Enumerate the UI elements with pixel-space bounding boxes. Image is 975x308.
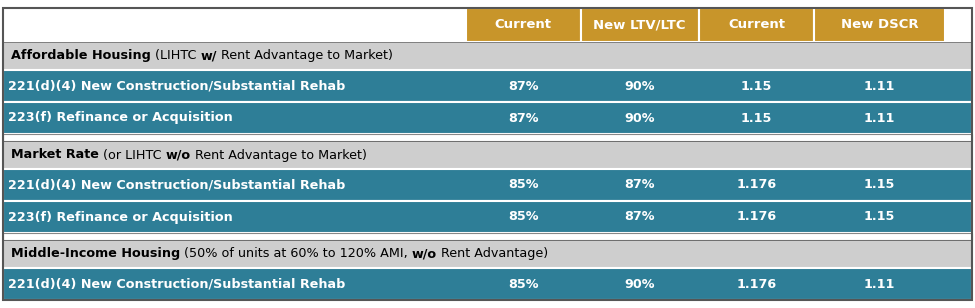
Text: Current: Current (728, 18, 785, 31)
Text: 90%: 90% (624, 79, 655, 92)
Text: 1.15: 1.15 (864, 179, 895, 192)
Bar (3, 141, 972, 169)
Text: 1.11: 1.11 (864, 79, 895, 92)
Bar (3, 70, 972, 102)
Text: 85%: 85% (508, 278, 538, 290)
Text: 1.176: 1.176 (736, 210, 776, 224)
Bar (3, 134, 972, 141)
Text: Market Rate: Market Rate (11, 148, 98, 161)
Text: w/o: w/o (166, 148, 190, 161)
Text: Affordable Housing: Affordable Housing (11, 50, 151, 63)
Text: 85%: 85% (508, 210, 538, 224)
Text: New DSCR: New DSCR (840, 18, 918, 31)
Text: 1.176: 1.176 (736, 278, 776, 290)
Text: Rent Advantage): Rent Advantage) (437, 248, 548, 261)
Text: 223(f) Refinance or Acquisition: 223(f) Refinance or Acquisition (8, 210, 233, 224)
Bar (3, 240, 972, 268)
Text: 90%: 90% (624, 111, 655, 124)
Text: (LIHTC: (LIHTC (151, 50, 200, 63)
Text: (or LIHTC: (or LIHTC (98, 148, 166, 161)
Text: 1.11: 1.11 (864, 278, 895, 290)
Text: w/o: w/o (411, 248, 437, 261)
Text: 1.15: 1.15 (741, 111, 772, 124)
Bar (3, 102, 972, 134)
Text: 90%: 90% (624, 278, 655, 290)
Bar (3, 8, 466, 42)
Text: 85%: 85% (508, 179, 538, 192)
Text: (50% of units at 60% to 120% AMI,: (50% of units at 60% to 120% AMI, (180, 248, 411, 261)
Text: w/: w/ (200, 50, 216, 63)
Bar (466, 8, 580, 42)
Text: 221(d)(4) New Construction/Substantial Rehab: 221(d)(4) New Construction/Substantial R… (8, 79, 345, 92)
Text: 87%: 87% (624, 179, 655, 192)
Text: Rent Advantage to Market): Rent Advantage to Market) (216, 50, 393, 63)
Bar (3, 42, 972, 70)
Text: 223(f) Refinance or Acquisition: 223(f) Refinance or Acquisition (8, 111, 233, 124)
Bar (3, 169, 972, 201)
Text: 1.11: 1.11 (864, 111, 895, 124)
Text: Rent Advantage to Market): Rent Advantage to Market) (190, 148, 367, 161)
Text: 221(d)(4) New Construction/Substantial Rehab: 221(d)(4) New Construction/Substantial R… (8, 278, 345, 290)
Bar (814, 8, 945, 42)
Text: 1.15: 1.15 (864, 210, 895, 224)
Text: 221(d)(4) New Construction/Substantial Rehab: 221(d)(4) New Construction/Substantial R… (8, 179, 345, 192)
Bar (580, 8, 699, 42)
Text: 87%: 87% (508, 79, 538, 92)
Text: 87%: 87% (624, 210, 655, 224)
Text: Middle-Income Housing: Middle-Income Housing (11, 248, 180, 261)
Text: New LTV/LTC: New LTV/LTC (594, 18, 685, 31)
Bar (3, 201, 972, 233)
Bar (3, 233, 972, 240)
Bar (699, 8, 814, 42)
Text: 87%: 87% (508, 111, 538, 124)
Bar (3, 268, 972, 300)
Text: Current: Current (495, 18, 552, 31)
Text: 1.176: 1.176 (736, 179, 776, 192)
Text: 1.15: 1.15 (741, 79, 772, 92)
